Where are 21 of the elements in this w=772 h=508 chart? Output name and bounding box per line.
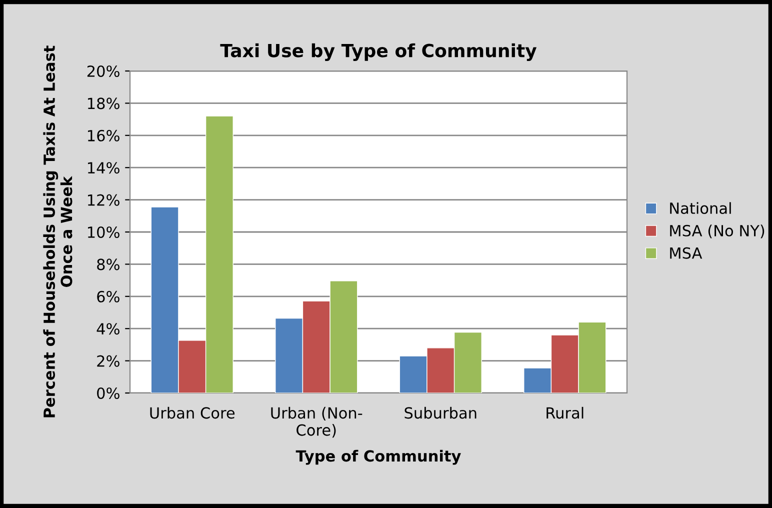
x-axis-title: Type of Community [296,450,461,465]
y-tick-label: 8% [97,258,120,270]
y-tick-label: 18% [88,98,120,110]
y-tick-label: 16% [88,130,120,142]
y-tick-label: 12% [88,194,120,206]
y-tick-label: 14% [88,162,120,174]
y-tick-label: 2% [97,355,120,367]
y-tick-label: 0% [97,387,120,400]
legend-label: MSA (No NY) [670,224,764,238]
x-tick-label: Urban Core [150,406,235,419]
x-tick-label: Suburban [404,406,476,419]
y-axis-title: Percent of Households Using Taxis At Least Once a Week [43,46,72,418]
y-tick-label: 10% [88,226,120,238]
legend-label: National [670,202,731,214]
chart-title: Taxi Use by Type of Community [220,43,537,62]
y-tick-label: 6% [97,290,120,302]
y-tick-label: 4% [96,323,120,335]
x-tick-label: Urban (Non- Core) [271,406,362,438]
legend-label: MSA [670,247,702,259]
x-tick-label: Rural [546,406,584,419]
y-tick-label: 20% [87,65,120,78]
